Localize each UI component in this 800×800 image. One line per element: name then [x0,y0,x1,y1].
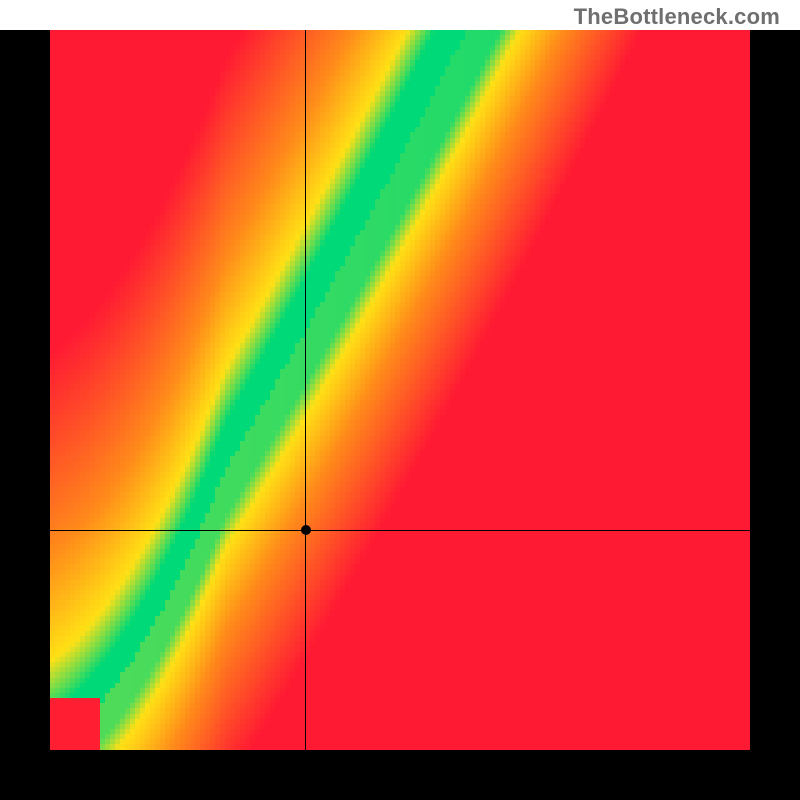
bottleneck-heatmap [50,30,750,750]
crosshair-horizontal [50,530,750,531]
crosshair-vertical [305,30,306,750]
watermark-text: TheBottleneck.com [574,4,780,30]
crosshair-point [301,525,311,535]
